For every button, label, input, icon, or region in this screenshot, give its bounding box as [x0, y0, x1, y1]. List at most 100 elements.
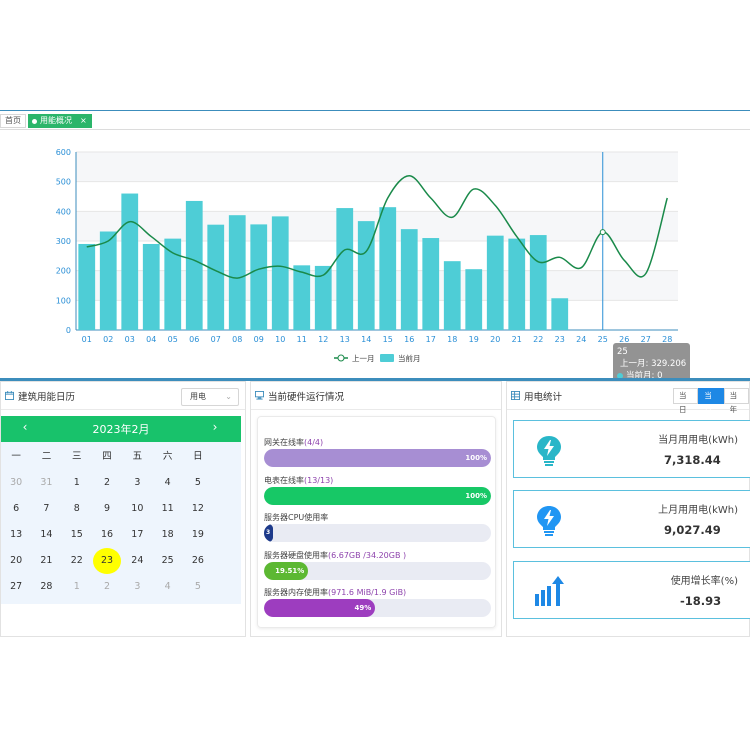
calendar-month-title: 2023年2月 — [92, 423, 150, 436]
progress-track: 100% — [264, 487, 491, 505]
calendar-day[interactable]: 15 — [62, 522, 92, 548]
weekday-label: 五 — [132, 451, 143, 462]
calendar-day-number: 11 — [161, 503, 174, 514]
x-tick-label: 21 — [512, 335, 522, 344]
tab-active-label: 用能概况 — [40, 116, 72, 125]
bar-current-12 — [314, 265, 332, 330]
calendar-day-number: 18 — [161, 529, 174, 540]
weekday-label: 一 — [11, 451, 21, 462]
y-tick-label: 0 — [66, 326, 71, 335]
calendar-day-selected[interactable]: 23 — [92, 548, 122, 574]
calendar-day[interactable]: 8 — [62, 496, 92, 522]
bar-current-18 — [443, 261, 461, 330]
calendar-prev-icon[interactable]: ‹ — [22, 420, 28, 434]
energy-type-select[interactable]: 用电 ⌄ — [181, 388, 239, 406]
calendar-day-number: 14 — [40, 529, 53, 540]
calendar-day[interactable]: 4 — [152, 470, 182, 496]
calendar-day[interactable]: 25 — [152, 548, 182, 574]
x-tick-label: 05 — [168, 335, 178, 344]
calendar-day[interactable]: 3 — [122, 470, 152, 496]
legend-label-prev: 上一月 — [352, 354, 375, 363]
calendar-day[interactable]: 2 — [92, 574, 122, 600]
calendar-day-number: 20 — [10, 555, 23, 566]
calendar-day[interactable]: 11 — [152, 496, 182, 522]
calendar-day[interactable]: 16 — [92, 522, 122, 548]
calendar-day-number: 4 — [164, 581, 171, 592]
x-tick-label: 28 — [662, 335, 672, 344]
calendar-day[interactable]: 24 — [122, 548, 152, 574]
hardware-status-box: 网关在线率(4/4) 100% 电表在线率(13/13) 100% 服务器CPU使用率 3… — [257, 416, 496, 628]
calendar-day-number: 31 — [40, 477, 53, 488]
calendar-day[interactable]: 26 — [183, 548, 213, 574]
calendar-day[interactable]: 12 — [183, 496, 213, 522]
calendar-next-icon[interactable]: › — [212, 420, 218, 434]
calendar-day[interactable]: 2 — [92, 470, 122, 496]
calendar-day-number: 8 — [73, 503, 80, 514]
calendar-day[interactable]: 6 — [1, 496, 31, 522]
bar-current-19 — [465, 269, 483, 330]
period-tab[interactable]: 当年 — [723, 388, 749, 414]
calendar-day[interactable]: 30 — [1, 470, 31, 496]
weekday-label: 六 — [162, 451, 173, 462]
calendar-day-number: 1 — [73, 581, 80, 592]
tab-home[interactable]: 首页 — [0, 114, 26, 128]
hardware-metric-label: 服务器CPU使用率 — [264, 512, 491, 523]
x-tick-label: 22 — [533, 335, 543, 344]
calendar-day[interactable]: 28 — [31, 574, 61, 600]
calendar-header: ‹ 2023年2月 › — [1, 416, 241, 442]
calendar-day[interactable]: 5 — [183, 574, 213, 600]
x-tick-label: 07 — [211, 335, 221, 344]
calendar-day[interactable]: 27 — [1, 574, 31, 600]
progress-fill — [264, 599, 376, 617]
x-tick-label: 12 — [318, 335, 328, 344]
calendar-day[interactable]: 17 — [122, 522, 152, 548]
period-tab[interactable]: 当日 — [673, 388, 699, 414]
calendar-day[interactable]: 13 — [1, 522, 31, 548]
tab-energy-overview[interactable]: 用能概况 × — [28, 114, 92, 128]
calendar-day[interactable]: 7 — [31, 496, 61, 522]
lightbulb-bolt-icon — [532, 503, 566, 537]
calendar-day[interactable]: 5 — [183, 470, 213, 496]
legend-label-curr: 当前月 — [398, 353, 421, 363]
x-tick-label: 16 — [404, 335, 414, 344]
calendar-day[interactable]: 19 — [183, 522, 213, 548]
stat-value: -18.93 — [680, 594, 722, 608]
calendar-day[interactable]: 9 — [92, 496, 122, 522]
calendar-day-number: 4 — [164, 477, 171, 488]
calendar-day[interactable]: 14 — [31, 522, 61, 548]
weekday-row: 一二三四五六日 — [1, 444, 241, 470]
calendar-day-number: 13 — [10, 529, 23, 540]
stats-panel: 用电统计 当日 当月 当年 当月用用电(kWh) 7,318.44 上月用用电(kWh… — [506, 381, 750, 637]
calendar-day[interactable]: 31 — [31, 470, 61, 496]
period-tab[interactable]: 当月 — [698, 388, 724, 414]
calendar-day[interactable]: 4 — [152, 574, 182, 600]
calendar-day[interactable]: 3 — [122, 574, 152, 600]
bar-current-11 — [293, 265, 311, 330]
y-tick-label: 600 — [56, 148, 71, 157]
bar-current-14 — [357, 221, 375, 330]
section-divider — [0, 378, 750, 381]
calendar-day[interactable]: 1 — [62, 574, 92, 600]
line-point-25 — [599, 229, 606, 236]
calendar-week-row: 27 28 1 2 3 4 5 — [1, 574, 241, 600]
progress-percent: 100% — [465, 454, 487, 462]
x-tick-label: 27 — [641, 335, 651, 344]
calendar-day[interactable]: 18 — [152, 522, 182, 548]
tab-close-icon[interactable]: × — [80, 116, 87, 125]
x-tick-label: 03 — [125, 335, 135, 344]
metric-detail: (971.6 MiB/1.9 GiB) — [328, 588, 407, 597]
calendar-day[interactable]: 22 — [62, 548, 92, 574]
calendar-day-number: 3 — [134, 477, 141, 488]
table-icon — [511, 391, 520, 400]
x-tick-label: 25 — [598, 335, 608, 344]
calendar-day[interactable]: 21 — [31, 548, 61, 574]
line-previous-month — [86, 174, 668, 279]
calendar-day-number: 17 — [131, 529, 144, 540]
tooltip-title: 25 — [617, 347, 628, 357]
calendar-day[interactable]: 20 — [1, 548, 31, 574]
calendar-day[interactable]: 1 — [62, 470, 92, 496]
calendar-day[interactable]: 10 — [122, 496, 152, 522]
x-tick-label: 15 — [383, 335, 393, 344]
daily-energy-chart: 0 100 200 300 400 500 600 01 02 03 04 05 06 07 08 09 10 1… — [0, 131, 750, 385]
stat-card: 使用增长率(%) -18.93 — [513, 561, 750, 619]
